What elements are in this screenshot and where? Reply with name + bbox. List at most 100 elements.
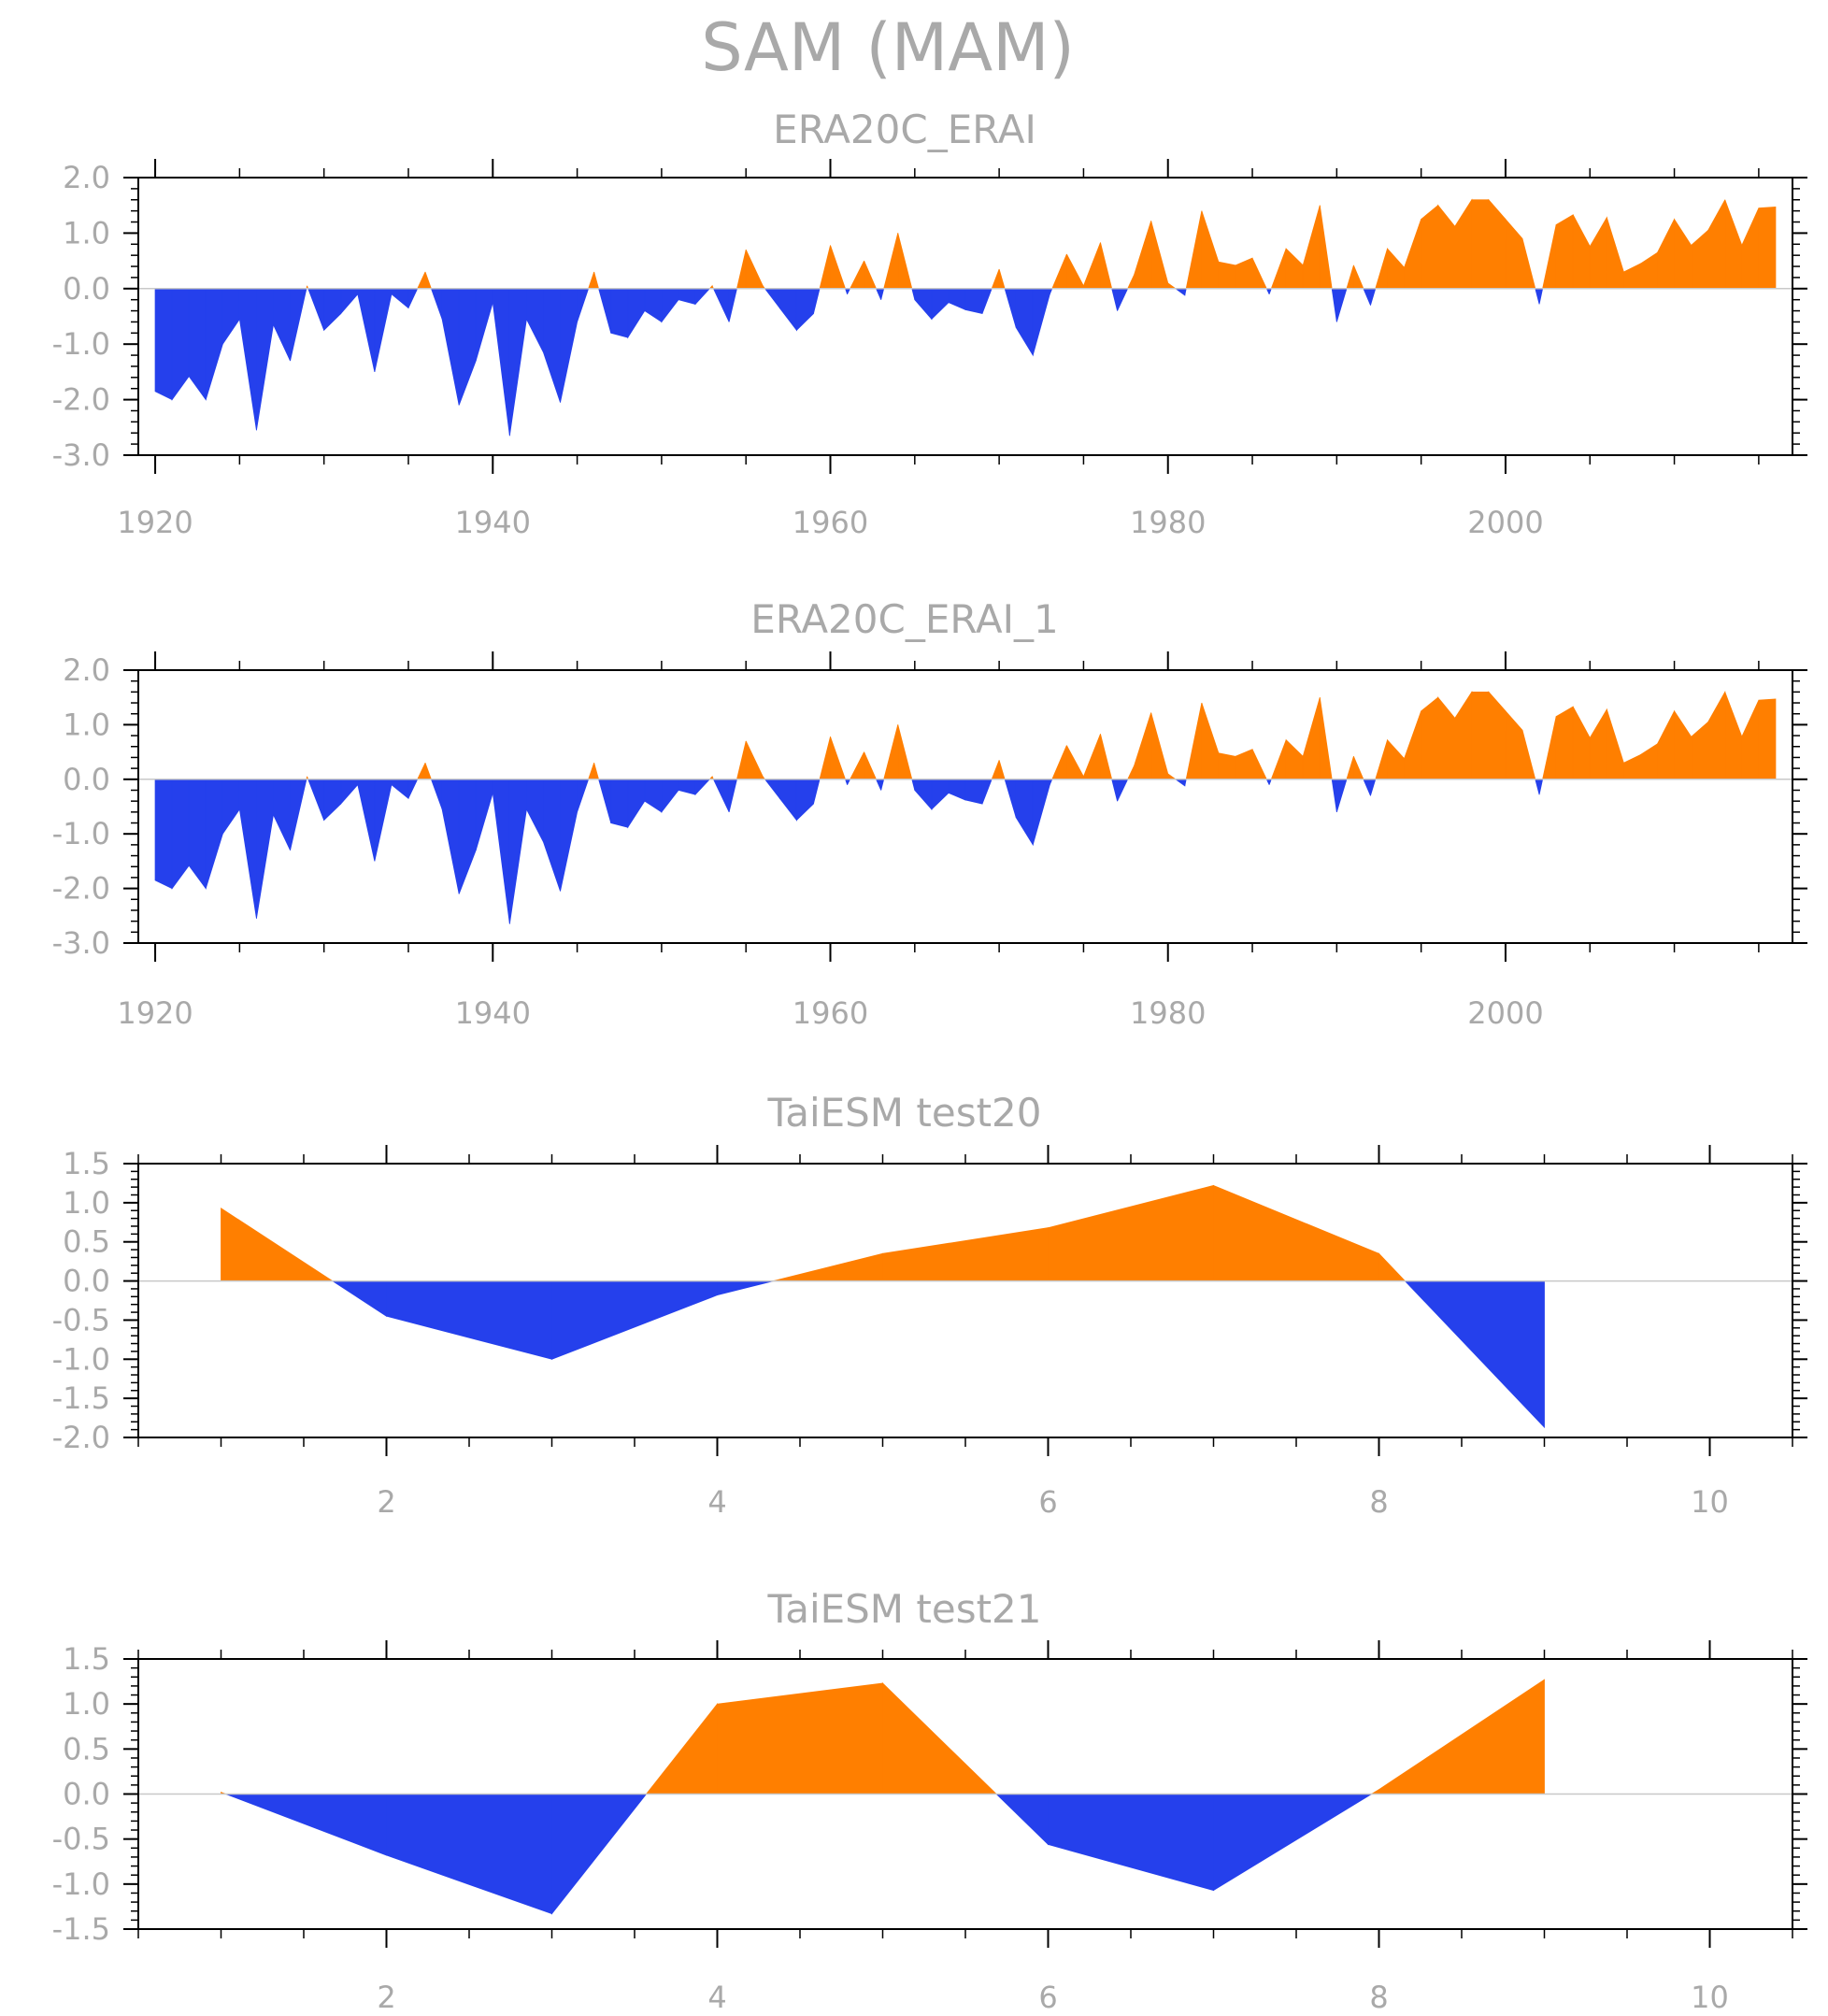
positive-area-segment <box>645 1703 718 1794</box>
positive-area-segment <box>883 233 899 290</box>
x-tick-label: 1960 <box>793 505 868 540</box>
negative-area-segment <box>560 779 578 892</box>
negative-area-segment <box>492 779 510 924</box>
negative-area-segment <box>391 779 409 800</box>
positive-area-segment <box>1346 265 1354 290</box>
positive-area-segment <box>1724 692 1743 780</box>
negative-area-segment <box>492 288 510 436</box>
negative-area-segment <box>778 288 797 332</box>
x-tick-label: 2000 <box>1467 995 1543 1031</box>
positive-area-segment <box>417 763 426 780</box>
positive-area-segment <box>1724 199 1743 290</box>
y-tick-label: -0.5 <box>52 1822 110 1857</box>
negative-area-segment <box>847 288 851 294</box>
positive-area-segment <box>1302 697 1321 780</box>
x-tick-label: 8 <box>1369 1484 1388 1520</box>
y-tick-label: -1.0 <box>52 1866 110 1902</box>
negative-area-segment <box>1032 779 1050 845</box>
negative-area-segment <box>931 288 950 321</box>
negative-area-segment <box>1117 288 1129 311</box>
positive-area-segment <box>1691 229 1709 290</box>
x-tick-label: 4 <box>707 1980 726 2015</box>
positive-area-segment <box>1285 738 1304 780</box>
negative-area-segment <box>386 1280 552 1360</box>
positive-area-segment <box>1555 214 1574 290</box>
positive-area-segment <box>1741 207 1760 290</box>
positive-area-segment <box>1404 219 1422 290</box>
positive-area-segment <box>1657 710 1675 780</box>
negative-area-segment <box>1370 779 1377 796</box>
positive-area-segment <box>1404 710 1422 780</box>
negative-area-segment <box>1363 288 1371 306</box>
negative-area-segment <box>661 288 679 323</box>
negative-area-segment <box>1111 288 1118 311</box>
positive-area-segment <box>864 751 878 780</box>
x-tick-label: 8 <box>1369 1980 1388 2015</box>
y-tick-label: -2.0 <box>52 871 110 907</box>
positive-area-segment <box>1471 199 1490 290</box>
negative-area-segment <box>340 779 359 806</box>
positive-area-segment <box>1185 702 1203 780</box>
negative-area-segment <box>188 779 207 890</box>
negative-area-segment <box>331 1280 387 1317</box>
negative-area-segment <box>1404 1280 1545 1429</box>
negative-area-segment <box>508 288 527 436</box>
negative-area-segment <box>171 779 190 890</box>
positive-area-segment <box>1185 210 1203 290</box>
positive-area-segment <box>1065 253 1084 290</box>
positive-area-segment <box>1100 242 1113 290</box>
positive-area-segment <box>830 245 847 290</box>
negative-area-segment <box>1111 779 1118 802</box>
positive-area-segment <box>819 245 831 290</box>
negative-area-segment <box>694 288 711 306</box>
negative-area-segment <box>931 779 950 810</box>
negative-area-segment <box>323 779 342 822</box>
negative-area-segment <box>551 1794 648 1915</box>
positive-area-segment <box>1218 261 1236 290</box>
negative-area-segment <box>875 288 882 300</box>
positive-area-segment <box>221 1207 335 1281</box>
x-tick-label: 1980 <box>1130 505 1206 540</box>
negative-area-segment <box>391 288 409 309</box>
negative-area-segment <box>880 779 885 791</box>
y-tick-label: 1.0 <box>63 1686 110 1722</box>
negative-area-segment <box>1049 779 1053 785</box>
negative-area-segment <box>1363 779 1371 796</box>
positive-area-segment <box>1127 274 1135 290</box>
negative-area-segment <box>813 288 821 314</box>
negative-area-segment <box>441 288 460 406</box>
positive-area-segment <box>1167 282 1178 290</box>
negative-area-segment <box>847 779 851 785</box>
negative-area-segment <box>508 779 527 924</box>
positive-area-segment <box>1572 706 1591 780</box>
positive-area-segment <box>1505 218 1523 290</box>
positive-area-segment <box>1375 739 1388 780</box>
negative-area-segment <box>1015 779 1034 847</box>
positive-area-segment <box>1521 730 1536 780</box>
positive-area-segment <box>1127 765 1135 780</box>
y-tick-label: 2.0 <box>63 160 110 195</box>
y-tick-label: 0.0 <box>63 1777 110 1812</box>
positive-area-segment <box>1505 709 1523 780</box>
x-tick-label: 6 <box>1038 1980 1057 2015</box>
positive-area-segment <box>1048 1184 1214 1281</box>
positive-area-segment <box>717 1682 883 1794</box>
negative-area-segment <box>407 779 419 799</box>
positive-area-segment <box>883 724 899 780</box>
negative-area-segment <box>1538 779 1544 795</box>
y-tick-label: -2.0 <box>52 382 110 418</box>
positive-area-segment <box>1606 708 1624 780</box>
negative-area-segment <box>1004 288 1017 328</box>
negative-area-segment <box>256 779 274 919</box>
positive-area-segment <box>1235 749 1253 780</box>
negative-area-segment <box>154 288 173 401</box>
negative-area-segment <box>598 779 612 823</box>
y-tick-label: -3.0 <box>52 437 110 473</box>
negative-area-segment <box>948 779 966 801</box>
negative-area-segment <box>307 779 325 821</box>
y-tick-label: -2.0 <box>52 1420 110 1455</box>
negative-area-segment <box>880 288 885 300</box>
negative-area-segment <box>357 288 376 372</box>
positive-area-segment <box>1051 253 1067 290</box>
